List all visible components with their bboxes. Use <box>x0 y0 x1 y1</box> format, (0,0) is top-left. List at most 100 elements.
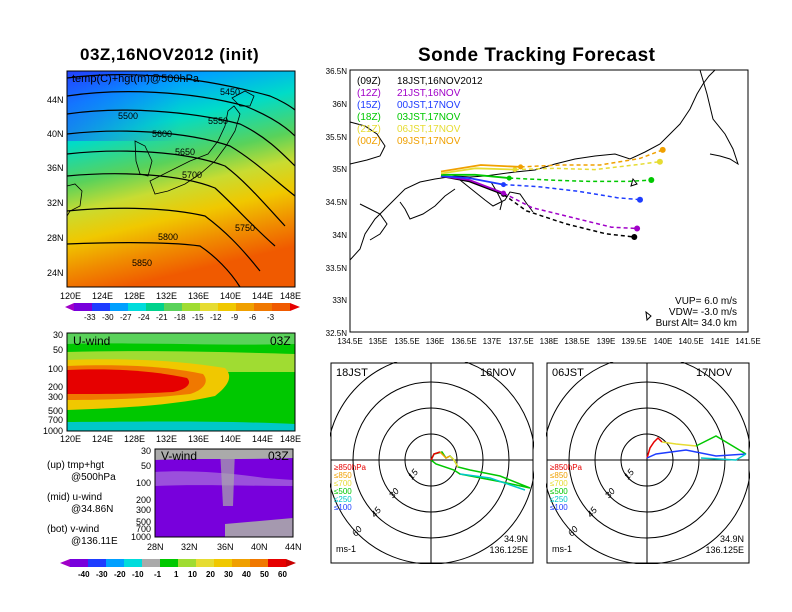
p-tick: 500 <box>48 406 63 416</box>
legend-up: (up) tmp+hgt <box>47 460 104 471</box>
map-lon-tick: 139.5E <box>621 337 646 346</box>
ring-label: 60 <box>350 524 364 538</box>
cbar-tick: -30 <box>96 570 108 579</box>
map-lat-tick: 33N <box>332 296 347 305</box>
param-burst: Burst Alt= 34.0 km <box>656 318 737 329</box>
cbar-tick: -1 <box>154 570 162 579</box>
map-lat-tick: 33.5N <box>326 264 348 273</box>
uwind-panel: U-wind 03Z 30 50 100 200 300 500 700 100… <box>43 330 301 444</box>
legend-z-3: (18Z) <box>357 112 381 123</box>
cbar-tick: 10 <box>188 570 197 579</box>
lat-tick: 44N <box>47 95 64 105</box>
map-lat-tick: 34.5N <box>326 198 348 207</box>
uwind-label: U-wind <box>73 334 110 348</box>
hodo-left-unit: ms-1 <box>336 544 356 554</box>
lat-tick: 32N <box>181 542 198 552</box>
legend-z-2: (15Z) <box>357 100 381 111</box>
hodo-right-date: 17NOV <box>696 367 733 379</box>
lon-tick: 144E <box>252 291 273 301</box>
p-tick: 200 <box>136 495 151 505</box>
map-lon-tick: 141.5E <box>735 337 760 346</box>
map-lon-tick: 138.5E <box>564 337 589 346</box>
cbar-tick: 50 <box>260 570 269 579</box>
track-landing-point-5 <box>659 146 666 153</box>
ring-label: 30 <box>603 486 617 500</box>
lon-tick: 124E <box>92 291 113 301</box>
map-lat-tick: 36N <box>332 100 347 109</box>
lon-tick: 140E <box>220 434 241 444</box>
param-vdw: VDW= -3.0 m/s <box>669 307 737 318</box>
vwind-time: 03Z <box>268 449 289 463</box>
p-tick: 300 <box>48 392 63 402</box>
p-tick: 700 <box>136 524 151 534</box>
contour-label-5850: 5850 <box>132 258 152 268</box>
lat-tick: 32N <box>47 198 64 208</box>
cbar-tick: -40 <box>78 570 90 579</box>
map-lon-tick: 140.5E <box>678 337 703 346</box>
cbar-tick: 20 <box>206 570 215 579</box>
vwind-label: V-wind <box>161 449 197 463</box>
p-tick: 700 <box>48 415 63 425</box>
level-5: ≤100 <box>550 503 568 512</box>
lat-tick: 28N <box>147 542 164 552</box>
map-lat-tick: 36.5N <box>326 67 348 76</box>
cbar-tick: -10 <box>132 570 144 579</box>
hodo-right-unit: ms-1 <box>552 544 572 554</box>
track-landing-point-4 <box>656 158 663 165</box>
ring-label: 60 <box>566 524 580 538</box>
contour-label-5700: 5700 <box>182 170 202 180</box>
p-tick: 50 <box>141 461 151 471</box>
lat-tick: 40N <box>47 129 64 139</box>
cbar-tick: 60 <box>278 570 287 579</box>
level-4: ≤250 <box>550 495 568 504</box>
legend-t-4: 06JST,17NOV <box>397 124 461 135</box>
track-burst-point-3 <box>506 175 512 181</box>
hodo-left-time: 18JST <box>336 367 368 379</box>
cbar-tick: -3 <box>267 313 275 321</box>
lat-tick: 40N <box>251 542 268 552</box>
hodograph-left: 18JST 16NOV 15 30 45 60 ≥850hPa ≤850 ≤70… <box>330 362 534 564</box>
track-burst-point-1 <box>501 190 506 196</box>
map-lon-tick: 141E <box>711 337 730 346</box>
map-lon-tick: 138E <box>540 337 559 346</box>
hodo-right-lon: 136.125E <box>705 545 744 555</box>
map-lat-tick: 35.5N <box>326 133 348 142</box>
p-tick: 500 <box>136 517 151 527</box>
contour-label-5600: 5600 <box>152 129 172 139</box>
lon-tick: 132E <box>156 291 177 301</box>
cbar-tick: -24 <box>138 313 150 321</box>
level-4: ≤250 <box>334 495 352 504</box>
track-landing-point-1 <box>634 225 641 232</box>
cbar-tick: -9 <box>231 313 239 321</box>
lon-tick: 128E <box>124 291 145 301</box>
legend-bot-sub: @136.11E <box>71 536 118 547</box>
legend-mid-sub: @34.86N <box>71 504 114 515</box>
level-1: ≤850 <box>334 471 352 480</box>
p-tick: 300 <box>136 505 151 515</box>
lon-tick: 148E <box>280 291 301 301</box>
lon-tick: 120E <box>60 434 81 444</box>
cbar-tick: -30 <box>102 313 114 321</box>
lon-tick: 128E <box>124 434 145 444</box>
lon-tick: 144E <box>252 434 273 444</box>
lat-tick: 44N <box>285 542 302 552</box>
p-tick: 200 <box>48 382 63 392</box>
lon-tick: 136E <box>188 434 209 444</box>
legend-up-sub: @500hPa <box>71 472 116 483</box>
legend-z-5: (00Z) <box>357 136 381 147</box>
map-lon-tick: 137E <box>483 337 502 346</box>
map-lon-tick: 140E <box>654 337 673 346</box>
track-ascent-5 <box>440 164 521 173</box>
p-tick: 30 <box>141 446 151 456</box>
track-descent-0 <box>503 193 635 238</box>
contour-label-5650: 5650 <box>175 147 195 157</box>
contour-label-5550: 5550 <box>208 116 228 126</box>
cbar-tick: 40 <box>242 570 251 579</box>
legend-t-1: 21JST,16NOV <box>397 88 461 99</box>
contour-label-5450: 5450 <box>220 87 240 97</box>
map-lon-tick: 135.5E <box>394 337 419 346</box>
legend-text-block: (up) tmp+hgt @500hPa (mid) u-wind @34.86… <box>47 460 118 548</box>
temp-height-panel: 5450 5500 5550 5600 5650 5700 5750 5800 … <box>47 70 301 321</box>
legend-t-3: 03JST,17NOV <box>397 112 461 123</box>
lat-tick: 36N <box>47 163 64 173</box>
